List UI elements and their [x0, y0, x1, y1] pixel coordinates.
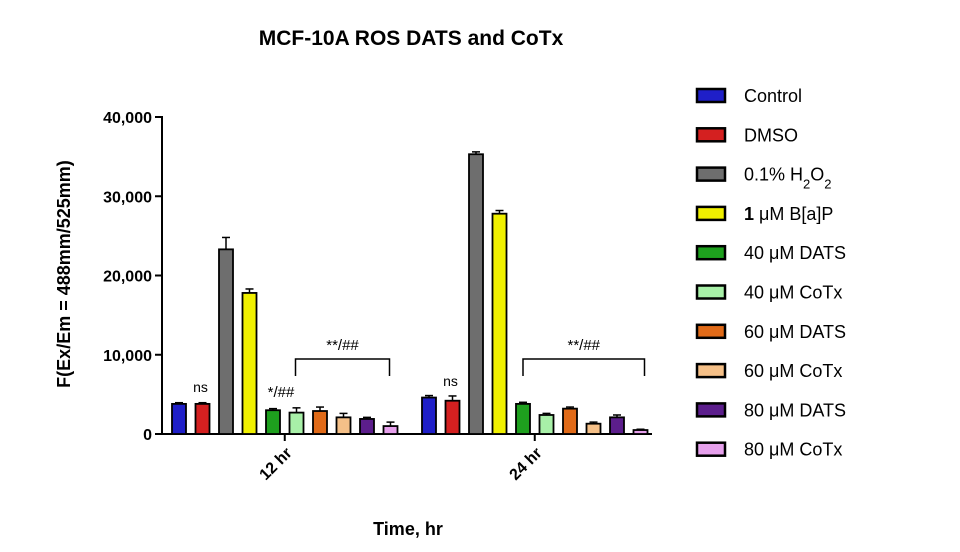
y-tick-label: 0: [143, 427, 152, 444]
ns-label: ns: [193, 379, 208, 395]
bar: [288, 411, 305, 435]
x-tick-label: 12 hr: [257, 445, 296, 484]
bar: [194, 402, 211, 435]
ns-label: ns: [443, 373, 458, 389]
significance-label: **/##: [567, 337, 600, 354]
legend-label: 40 μM CoTx: [744, 283, 842, 303]
legend-swatch: [695, 127, 727, 143]
bar: [312, 410, 328, 435]
legend-swatch: [695, 244, 727, 261]
bar: [421, 396, 437, 435]
bar: [171, 402, 187, 435]
legend-swatch: [695, 402, 727, 418]
y-tick-label: 20,000: [103, 269, 152, 286]
bar: [218, 248, 234, 435]
legend-label: 40 μM DATS: [744, 243, 846, 263]
bar: [515, 402, 531, 435]
legend-label: 60 μM CoTx: [744, 361, 842, 381]
significance-label: */##: [268, 384, 295, 401]
legend-swatch: [695, 87, 727, 104]
bar: [444, 399, 461, 435]
bar: [562, 407, 578, 435]
chart-title: MCF-10A ROS DATS and CoTx: [259, 27, 564, 50]
bar: [241, 292, 258, 435]
x-tick-label: 24 hr: [507, 445, 546, 484]
bar: [609, 416, 625, 435]
x-axis-label: Time, hr: [373, 519, 443, 539]
bar: [538, 414, 555, 435]
legend-label: 1 μM B[a]P: [744, 204, 833, 224]
bar: [468, 153, 484, 435]
legend-swatch: [695, 166, 727, 182]
bar: [265, 409, 281, 435]
legend-label: Control: [744, 86, 802, 106]
legend-swatch: [695, 205, 727, 222]
bar: [632, 429, 649, 435]
bar: [382, 425, 399, 435]
legend-label: DMSO: [744, 125, 798, 145]
bar: [585, 422, 602, 435]
bars-group: [171, 151, 649, 435]
legend-swatch: [695, 362, 727, 379]
legend-label: 80 μM DATS: [744, 400, 846, 420]
significance-bracket: [294, 358, 391, 376]
y-tick-label: 40,000: [103, 110, 152, 127]
legend-swatch: [695, 441, 727, 457]
bar: [359, 418, 375, 435]
y-tick-label: 10,000: [103, 348, 152, 365]
annotations-group: ns ns */## **/## **/##: [193, 337, 646, 401]
legend-label: 0.1% H2O2: [744, 165, 832, 192]
legend-swatch: [695, 284, 727, 300]
legend-label: 80 μM CoTx: [744, 440, 842, 460]
bar: [335, 416, 352, 435]
significance-label: **/##: [326, 337, 359, 354]
y-tick-label: 30,000: [103, 189, 152, 206]
y-axis-label: F(Ex/Em = 488mm/525mm): [54, 160, 74, 388]
significance-bracket: [522, 358, 646, 376]
legend-swatch: [695, 323, 727, 340]
bar: [491, 212, 508, 435]
legend-label: 60 μM DATS: [744, 322, 846, 342]
legend: Control DMSO 0.1% H2O2 1 μM B[a]P 40 μM DATS…: [695, 86, 846, 460]
